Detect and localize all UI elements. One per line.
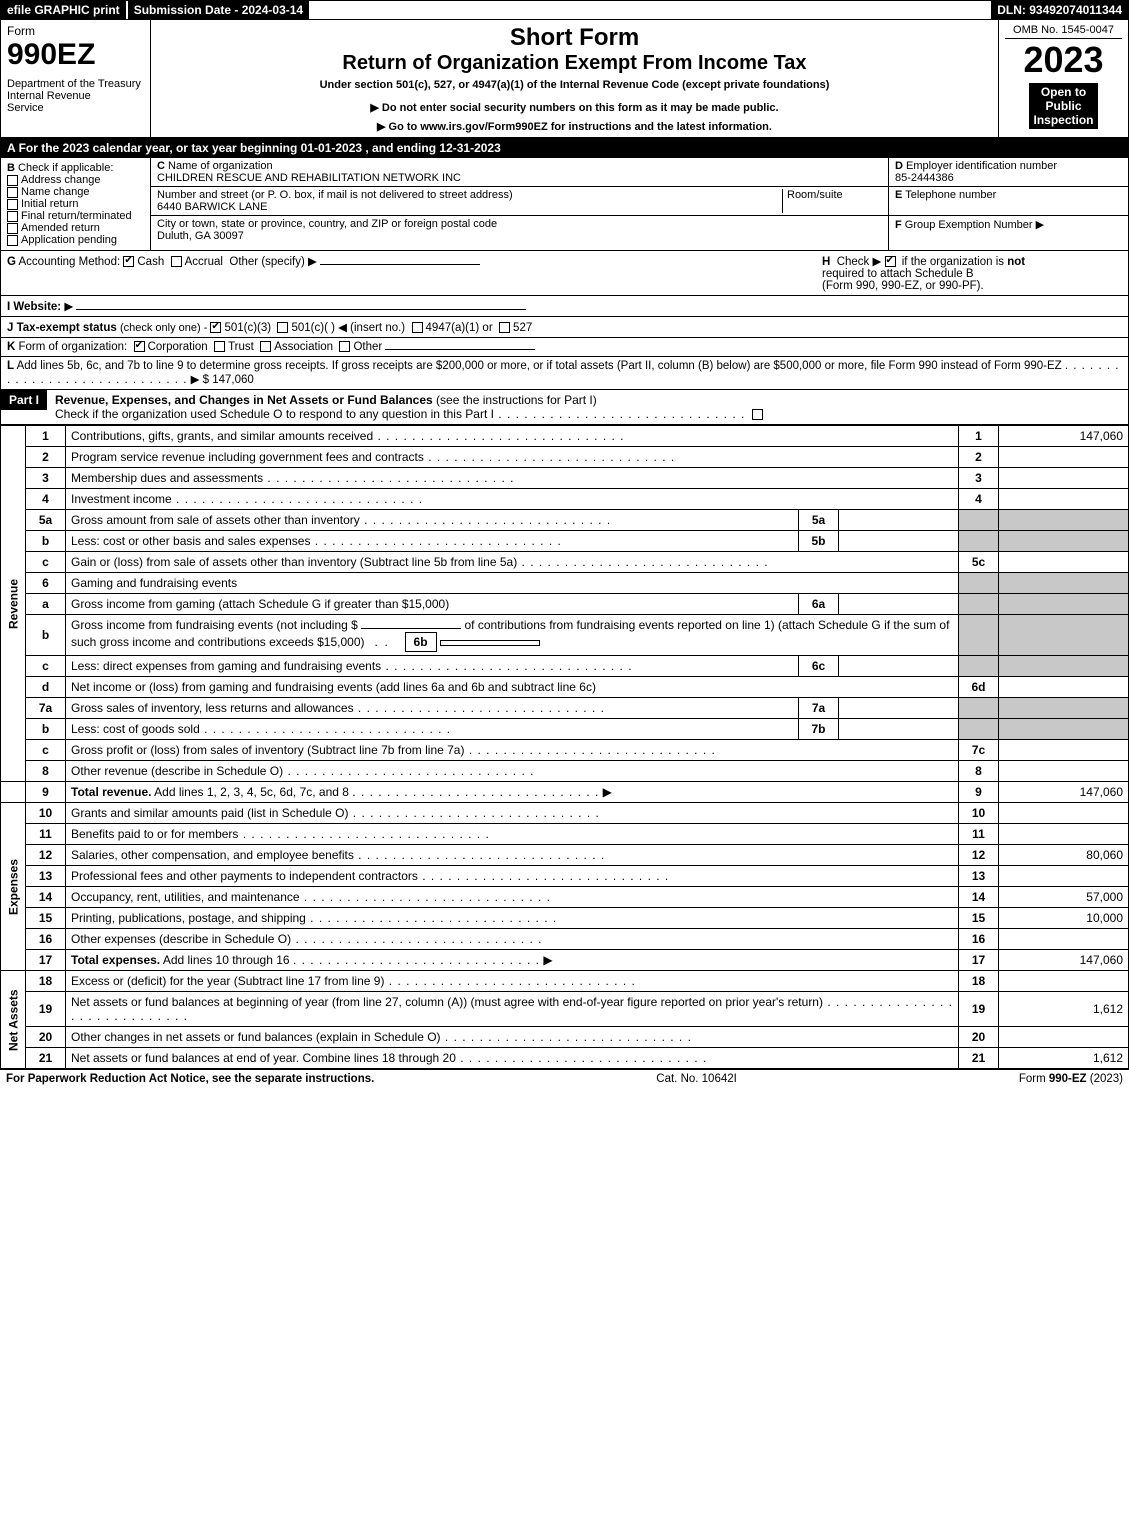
dln-number: DLN: 93492074011344 bbox=[991, 1, 1128, 19]
vlabel-revenue: Revenue bbox=[1, 426, 26, 782]
chk-initial-return[interactable] bbox=[7, 199, 18, 210]
line-1-value: 147,060 bbox=[999, 426, 1129, 447]
form-header: Form 990EZ Department of the Treasury In… bbox=[0, 20, 1129, 138]
line-6d-value bbox=[999, 677, 1129, 698]
row-i-website: I Website: ▶ bbox=[0, 296, 1129, 317]
line-4-value bbox=[999, 489, 1129, 510]
chk-corporation[interactable] bbox=[134, 341, 145, 352]
row-l-gross-receipts: L Add lines 5b, 6c, and 7b to line 9 to … bbox=[0, 357, 1129, 390]
org-name: CHILDREN RESCUE AND REHABILITATION NETWO… bbox=[157, 172, 461, 184]
line-6c-minival bbox=[839, 656, 959, 677]
omb-number: OMB No. 1545-0047 bbox=[1005, 24, 1122, 39]
line-20-value bbox=[999, 1027, 1129, 1048]
part-i-label: Part I bbox=[1, 390, 47, 410]
chk-schedule-b-not-required[interactable] bbox=[885, 256, 896, 267]
row-j-tax-exempt: J Tax-exempt status (check only one) - 5… bbox=[0, 317, 1129, 338]
line-5c-value bbox=[999, 552, 1129, 573]
line-5b-minival bbox=[839, 531, 959, 552]
catalog-number: Cat. No. 10642I bbox=[656, 1073, 737, 1085]
line-6a-minival bbox=[839, 594, 959, 615]
chk-address-change[interactable] bbox=[7, 175, 18, 186]
chk-association[interactable] bbox=[260, 341, 271, 352]
form-number: 990EZ bbox=[7, 38, 144, 72]
col-c-org-info: C Name of organization CHILDREN RESCUE A… bbox=[151, 158, 888, 250]
subtitle: Under section 501(c), 527, or 4947(a)(1)… bbox=[157, 79, 992, 91]
chk-other-org[interactable] bbox=[339, 341, 350, 352]
line-8-value bbox=[999, 761, 1129, 782]
chk-trust[interactable] bbox=[214, 341, 225, 352]
line-9-value: 147,060 bbox=[999, 782, 1129, 803]
vlabel-net-assets: Net Assets bbox=[1, 971, 26, 1069]
chk-accrual[interactable] bbox=[171, 256, 182, 267]
line-17-value: 147,060 bbox=[999, 950, 1129, 971]
line-18-value bbox=[999, 971, 1129, 992]
col-d-e-f: D Employer identification number 85-2444… bbox=[888, 158, 1128, 250]
row-k-form-of-org: K Form of organization: Corporation Trus… bbox=[0, 338, 1129, 357]
line-12-value: 80,060 bbox=[999, 845, 1129, 866]
line-7b-minival bbox=[839, 719, 959, 740]
line-11-value bbox=[999, 824, 1129, 845]
efile-print-label[interactable]: efile GRAPHIC print bbox=[1, 1, 126, 19]
org-city: Duluth, GA 30097 bbox=[157, 230, 244, 242]
chk-amended-return[interactable] bbox=[7, 223, 18, 234]
chk-501c-other[interactable] bbox=[277, 322, 288, 333]
return-title: Return of Organization Exempt From Incom… bbox=[157, 52, 992, 75]
ein-value: 85-2444386 bbox=[895, 172, 954, 184]
chk-cash[interactable] bbox=[123, 256, 134, 267]
line-19-value: 1,612 bbox=[999, 992, 1129, 1027]
chk-name-change[interactable] bbox=[7, 187, 18, 198]
line-13-value bbox=[999, 866, 1129, 887]
line-21-value: 1,612 bbox=[999, 1048, 1129, 1069]
row-g-h: G Accounting Method: Cash Accrual Other … bbox=[0, 251, 1129, 296]
line-14-value: 57,000 bbox=[999, 887, 1129, 908]
line-2-value bbox=[999, 447, 1129, 468]
line-5a-minival bbox=[839, 510, 959, 531]
short-form-title: Short Form bbox=[157, 24, 992, 52]
telephone-label: Telephone number bbox=[905, 189, 996, 201]
efile-topbar: efile GRAPHIC print Submission Date - 20… bbox=[0, 0, 1129, 20]
form-ref: Form 990-EZ (2023) bbox=[1019, 1073, 1123, 1085]
ssn-warning: Do not enter social security numbers on … bbox=[157, 101, 992, 114]
group-exemption-label: Group Exemption Number bbox=[905, 219, 1033, 231]
line-10-value bbox=[999, 803, 1129, 824]
form-word: Form bbox=[7, 24, 144, 38]
chk-final-return[interactable] bbox=[7, 211, 18, 222]
chk-schedule-o-part-i[interactable] bbox=[752, 409, 763, 420]
dept-label: Department of the Treasury Internal Reve… bbox=[7, 78, 144, 114]
goto-link[interactable]: Go to www.irs.gov/Form990EZ for instruct… bbox=[157, 120, 992, 133]
chk-application-pending[interactable] bbox=[7, 235, 18, 246]
inspection-badge: Open to Public Inspection bbox=[1029, 83, 1097, 129]
line-7a-minival bbox=[839, 698, 959, 719]
line-6b-contrib-input[interactable] bbox=[361, 628, 461, 629]
header-info-grid: B Check if applicable: Address change Na… bbox=[0, 158, 1129, 251]
paperwork-notice: For Paperwork Reduction Act Notice, see … bbox=[6, 1073, 374, 1085]
tax-year: 2023 bbox=[1005, 39, 1122, 81]
line-6b-minival bbox=[440, 640, 540, 646]
part-i-table: Revenue 1 Contributions, gifts, grants, … bbox=[0, 425, 1129, 1069]
org-street: 6440 BARWICK LANE bbox=[157, 201, 267, 213]
line-16-value bbox=[999, 929, 1129, 950]
line-7c-value bbox=[999, 740, 1129, 761]
chk-527[interactable] bbox=[499, 322, 510, 333]
vlabel-expenses: Expenses bbox=[1, 803, 26, 971]
line-15-value: 10,000 bbox=[999, 908, 1129, 929]
submission-date: Submission Date - 2024-03-14 bbox=[126, 1, 309, 19]
room-suite-label: Room/suite bbox=[787, 189, 843, 201]
line-3-value bbox=[999, 468, 1129, 489]
chk-4947a1[interactable] bbox=[412, 322, 423, 333]
section-a-period: A For the 2023 calendar year, or tax yea… bbox=[0, 138, 1129, 158]
chk-501c3[interactable] bbox=[210, 322, 221, 333]
page-footer: For Paperwork Reduction Act Notice, see … bbox=[0, 1069, 1129, 1088]
part-i-header: Part I Revenue, Expenses, and Changes in… bbox=[0, 390, 1129, 425]
gross-receipts-value: $ 147,060 bbox=[203, 374, 254, 386]
website-input[interactable] bbox=[76, 309, 526, 310]
col-b-checkboxes: B Check if applicable: Address change Na… bbox=[1, 158, 151, 250]
